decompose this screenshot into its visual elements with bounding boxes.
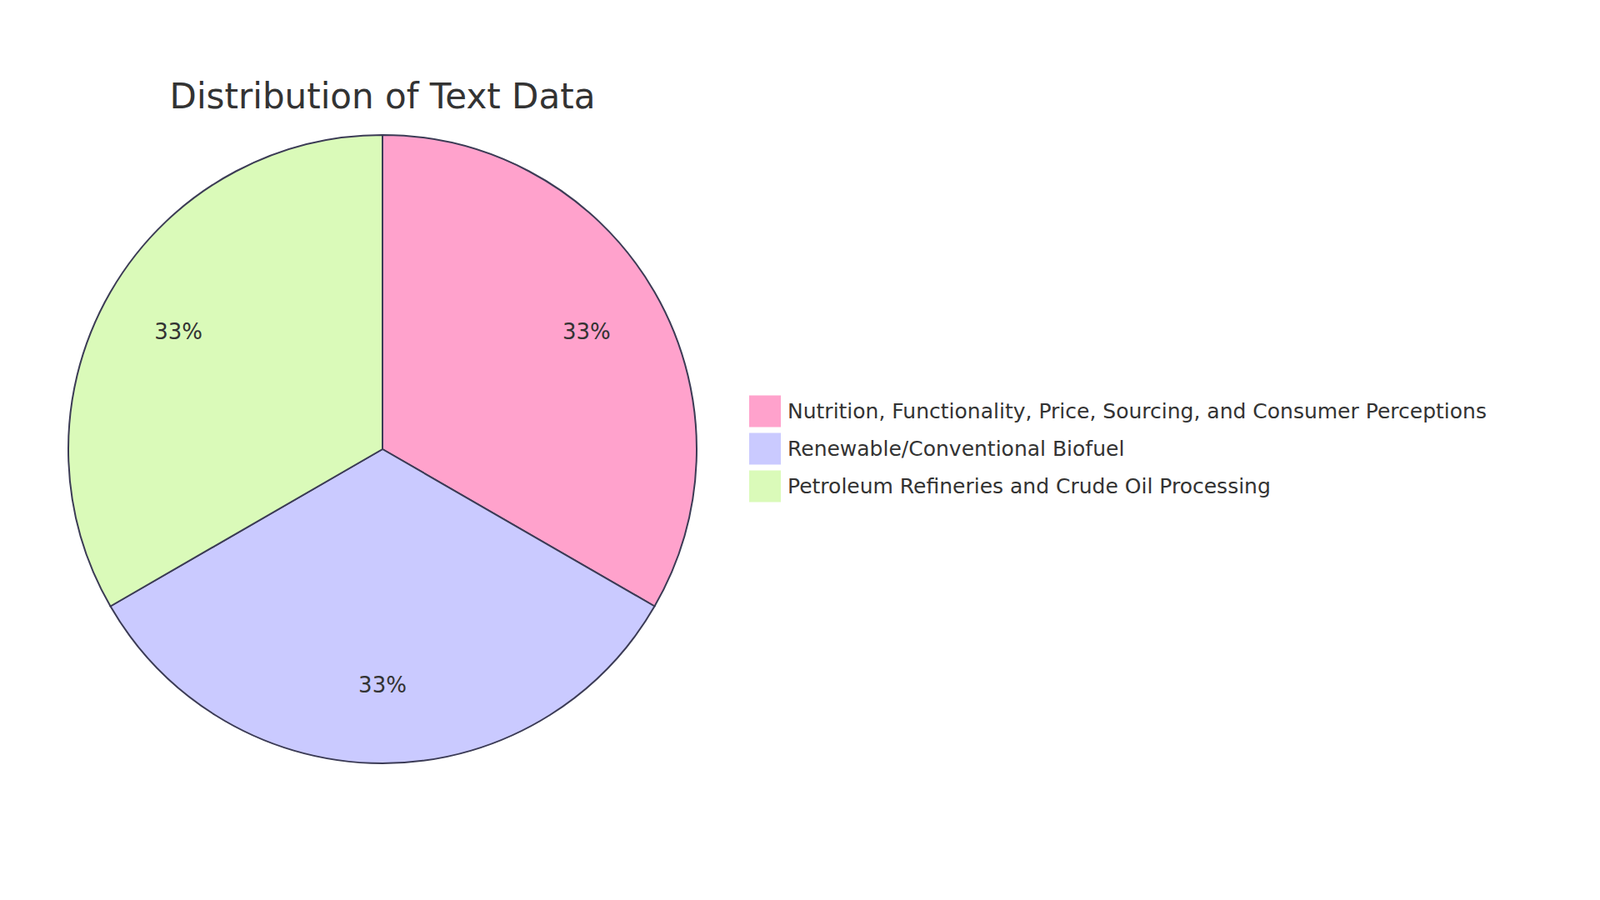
legend-label: Petroleum Refineries and Crude Oil Proce… (787, 474, 1271, 499)
data-label: 33% (562, 319, 611, 345)
legend-swatch (749, 470, 781, 503)
legend-label: Nutrition, Functionality, Price, Sourcin… (787, 399, 1487, 424)
legend-label: Renewable/Conventional Biofuel (787, 436, 1125, 461)
legend-swatch (749, 433, 781, 465)
chart-title: Distribution of Text Data (170, 75, 596, 117)
chart-container: Distribution of Text Data 33% 33% 33% Nutrit… (0, 0, 1600, 900)
data-label: 33% (358, 672, 407, 698)
data-label: 33% (154, 319, 203, 345)
chart-svg: Distribution of Text Data 33% 33% 33% Nutrit… (0, 0, 1600, 900)
legend: Nutrition, Functionality, Price, Sourcin… (749, 395, 1487, 503)
pie-slices (68, 135, 697, 764)
data-labels: 33% 33% 33% (154, 319, 611, 698)
legend-swatch (749, 395, 781, 428)
pie-slice (68, 135, 383, 607)
